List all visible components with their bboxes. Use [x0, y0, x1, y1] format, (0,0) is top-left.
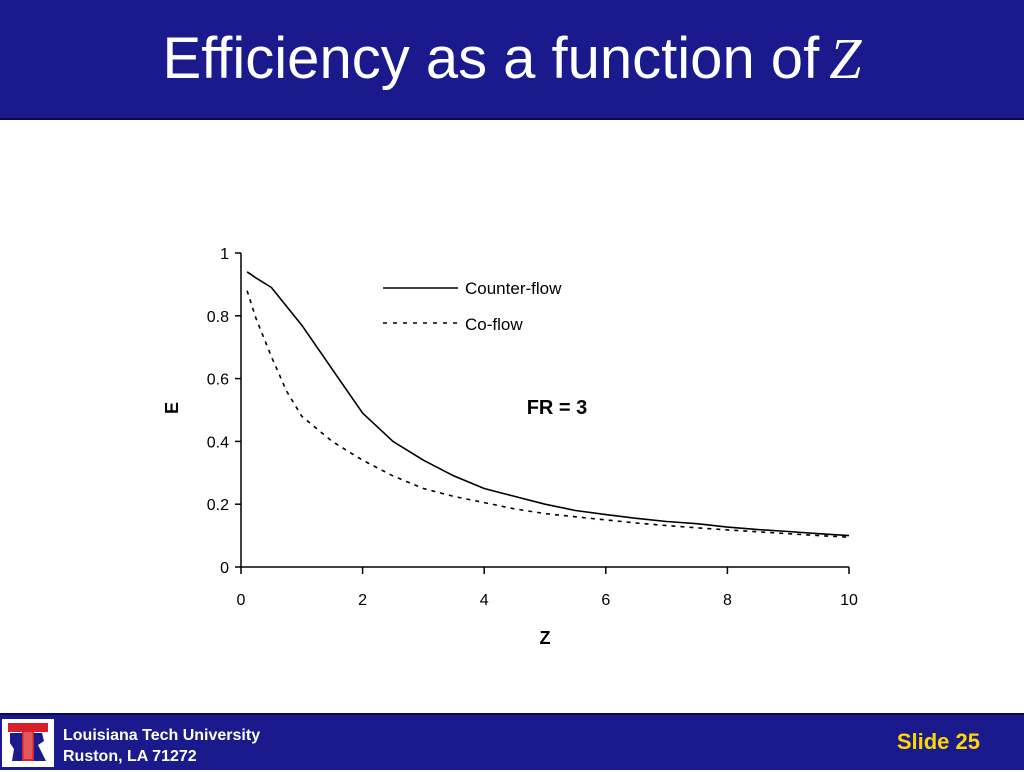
series-layer: [246, 271, 850, 538]
y-ticks: 0 0.2 0.4 0.6 0.8 1: [207, 246, 241, 577]
slide-title-variable: Z: [829, 26, 862, 91]
slide-title-text: Efficiency as a function of: [162, 26, 820, 91]
y-tick-label: 0: [220, 560, 229, 577]
x-tick-label: 4: [480, 592, 489, 609]
x-tick-label: 6: [601, 592, 610, 609]
slide-title: Efficiency as a function of Z: [0, 24, 1024, 94]
legend: Counter-flow Co-flow: [383, 279, 562, 334]
logo-icon: [8, 723, 48, 761]
footer-university: Louisiana Tech University: [63, 727, 261, 744]
x-tick-label: 8: [723, 592, 732, 609]
series-line-co-flow: [246, 290, 850, 538]
footer-bar: Louisiana Tech University Ruston, LA 712…: [0, 713, 1024, 770]
x-ticks: 0 2 4 6 8 10: [237, 567, 858, 609]
logo-t-stem: [22, 723, 34, 761]
chart: 0 0.2 0.4 0.6 0.8 1 0 2 4 6 8 10 Z E Counter-flow …: [162, 246, 858, 648]
y-tick-label: 0.8: [207, 309, 229, 326]
logo-t-highlight: [23, 732, 33, 759]
legend-label-counter-flow: Counter-flow: [465, 279, 562, 298]
university-logo: [2, 719, 54, 767]
x-tick-label: 2: [358, 592, 367, 609]
slide-number: Slide 25: [896, 729, 980, 754]
series-line-counter-flow: [246, 271, 850, 537]
title-bar: Efficiency as a function of Z: [0, 0, 1024, 120]
footer-text: Louisiana Tech University Ruston, LA 712…: [63, 725, 260, 767]
legend-label-co-flow: Co-flow: [465, 315, 523, 334]
footer-location: Ruston, LA 71272: [63, 748, 197, 765]
x-tick-label: 10: [840, 592, 858, 609]
y-tick-label: 0.6: [207, 372, 229, 389]
y-tick-label: 0.2: [207, 497, 229, 514]
chart-annotation: FR = 3: [527, 397, 588, 419]
y-tick-label: 0.4: [207, 434, 229, 451]
x-axis-label: Z: [540, 628, 551, 648]
x-tick-label: 0: [237, 592, 246, 609]
y-tick-label: 1: [220, 246, 229, 263]
y-axis-label: E: [162, 402, 182, 414]
